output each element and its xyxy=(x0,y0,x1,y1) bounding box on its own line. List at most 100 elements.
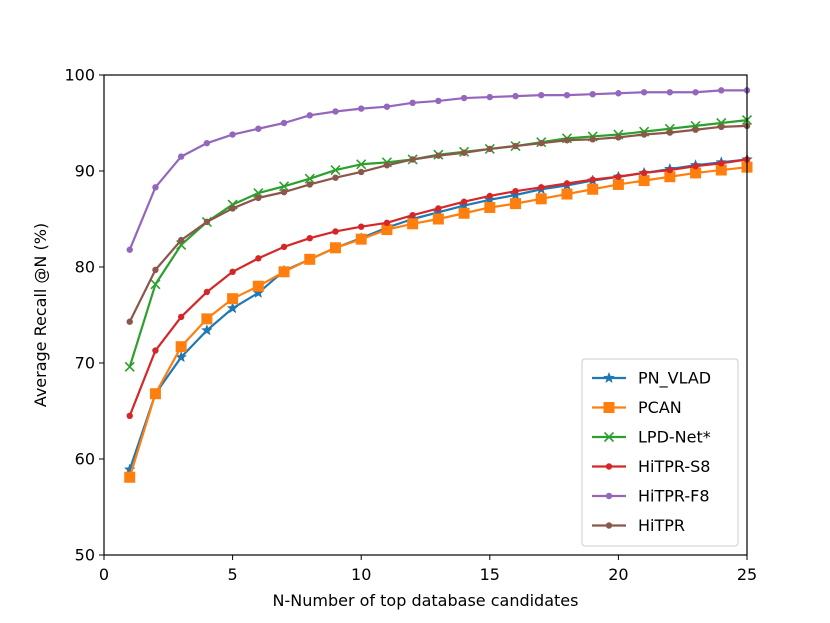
data-point-hitpr-f8 xyxy=(718,87,725,94)
data-point-lpd-net xyxy=(330,164,341,176)
data-point-hitpr xyxy=(460,149,468,156)
data-point-pcan xyxy=(664,171,676,183)
legend-entry-hitpr-s8: HiTPR-S8 xyxy=(592,457,710,476)
data-point-hitpr xyxy=(177,236,185,244)
y-tick-label: 80 xyxy=(75,258,95,277)
data-point-hitpr-f8 xyxy=(255,125,262,132)
data-point-pcan xyxy=(535,193,547,205)
data-point-hitpr xyxy=(512,142,519,150)
legend-swatch-marker xyxy=(603,371,615,384)
data-point-pcan xyxy=(587,183,599,195)
data-point-hitpr-s8 xyxy=(126,412,133,419)
data-point-pcan xyxy=(407,218,419,230)
data-point-hitpr-f8 xyxy=(177,153,185,160)
data-point-hitpr xyxy=(229,205,236,212)
x-tick-label: 5 xyxy=(228,565,238,584)
data-point-pcan xyxy=(612,178,624,190)
data-point-pcan xyxy=(715,164,727,176)
data-point-pcan xyxy=(510,198,522,210)
data-point-hitpr-s8 xyxy=(332,228,339,235)
data-point-pcan xyxy=(561,188,573,200)
data-point-hitpr-f8 xyxy=(640,89,648,96)
data-point-hitpr-s8 xyxy=(383,219,391,227)
data-point-hitpr-s8 xyxy=(615,173,622,180)
data-point-pcan xyxy=(304,253,316,265)
data-point-hitpr-f8 xyxy=(460,94,468,102)
data-point-hitpr xyxy=(383,162,391,169)
data-point-hitpr-f8 xyxy=(589,91,596,98)
data-point-lpd-net xyxy=(356,159,367,170)
x-tick-label: 0 xyxy=(99,565,109,584)
data-point-hitpr xyxy=(563,137,571,144)
data-point-hitpr-s8 xyxy=(692,163,699,170)
data-point-lpd-net xyxy=(124,361,135,372)
legend-entry-lpd-net: LPD-Net* xyxy=(592,428,711,447)
data-point-pcan xyxy=(201,313,213,325)
legend-label: PCAN xyxy=(638,398,682,417)
data-point-hitpr-f8 xyxy=(486,93,493,101)
legend-swatch-marker xyxy=(605,522,613,529)
data-point-pcan xyxy=(432,213,444,225)
data-point-pcan xyxy=(690,167,702,179)
data-point-hitpr-s8 xyxy=(255,255,262,262)
legend-entry-pcan: PCAN xyxy=(592,398,682,417)
data-point-hitpr-f8 xyxy=(332,108,339,115)
data-point-hitpr xyxy=(332,174,339,181)
legend: PN_VLAD PCAN LPD-Net* HiTPR-S8 HiTPR-F8 HiTPR xyxy=(581,358,739,547)
data-point-hitpr-f8 xyxy=(152,184,159,191)
data-point-hitpr-s8 xyxy=(177,313,185,321)
data-point-hitpr-f8 xyxy=(666,89,674,96)
data-point-pcan xyxy=(484,201,496,213)
data-point-hitpr-f8 xyxy=(358,105,365,112)
legend-label: HiTPR-F8 xyxy=(638,487,710,506)
data-point-hitpr xyxy=(692,126,699,133)
data-point-hitpr-s8 xyxy=(229,268,236,275)
series-hitpr-f8 xyxy=(126,87,751,253)
x-axis-ticks: 0 5 10 15 20 25 xyxy=(99,555,757,584)
data-point-lpd-net xyxy=(253,188,264,199)
data-point-pcan xyxy=(278,266,290,278)
data-point-hitpr xyxy=(306,181,313,188)
data-point-hitpr-f8 xyxy=(692,89,699,96)
data-point-hitpr xyxy=(203,218,211,226)
data-point-hitpr xyxy=(126,318,133,325)
y-tick-label: 70 xyxy=(75,354,95,373)
data-point-pcan xyxy=(252,280,264,292)
legend-swatch-marker xyxy=(603,431,615,443)
y-tick-label: 90 xyxy=(75,162,95,181)
x-tick-label: 25 xyxy=(737,565,757,584)
x-tick-label: 20 xyxy=(608,565,628,584)
data-point-pn-vlad xyxy=(200,324,213,336)
data-point-lpd-net xyxy=(150,279,161,290)
data-point-hitpr-s8 xyxy=(666,166,674,174)
data-point-hitpr xyxy=(255,194,262,202)
data-point-hitpr xyxy=(640,131,648,138)
legend-swatch-marker xyxy=(605,463,613,470)
data-point-pcan xyxy=(124,471,136,483)
data-point-pcan xyxy=(638,175,650,187)
data-point-hitpr-s8 xyxy=(486,192,493,200)
data-point-pcan xyxy=(381,224,393,236)
data-point-hitpr xyxy=(718,123,725,131)
data-point-hitpr-f8 xyxy=(538,91,545,99)
data-point-hitpr-f8 xyxy=(512,92,519,100)
data-point-hitpr-s8 xyxy=(358,223,365,230)
data-point-hitpr-f8 xyxy=(203,139,211,147)
legend-label: PN_VLAD xyxy=(638,369,711,389)
data-point-hitpr xyxy=(538,139,545,147)
data-point-hitpr-s8 xyxy=(152,347,159,354)
data-point-hitpr-f8 xyxy=(306,112,313,119)
data-point-hitpr-s8 xyxy=(640,169,648,177)
data-point-hitpr-s8 xyxy=(563,180,571,187)
legend-swatch-marker xyxy=(603,402,615,413)
data-point-hitpr xyxy=(435,152,442,159)
data-point-hitpr xyxy=(152,266,159,274)
y-axis-ticks: 50 60 70 80 90 100 xyxy=(64,66,104,565)
data-point-hitpr-f8 xyxy=(435,97,442,105)
data-point-hitpr xyxy=(280,188,288,196)
data-point-hitpr-s8 xyxy=(512,187,519,195)
data-point-hitpr-s8 xyxy=(460,198,468,205)
legend-entry-hitpr-f8: HiTPR-F8 xyxy=(592,487,710,506)
data-point-pcan xyxy=(227,293,239,305)
